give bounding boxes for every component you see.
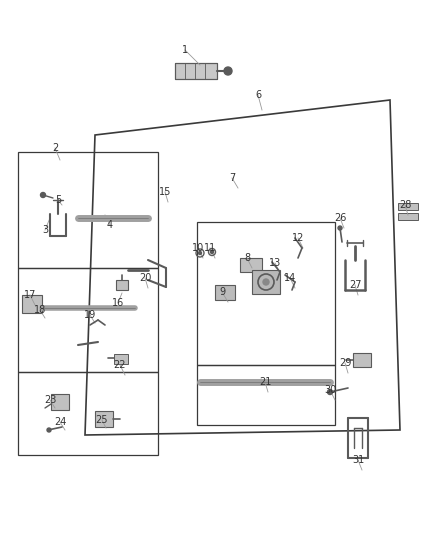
Circle shape [40,192,46,198]
Circle shape [263,279,269,285]
Bar [240,258,262,272]
Bar [114,354,128,364]
Text: 28: 28 [399,200,411,210]
Text: 17: 17 [24,290,36,300]
Bar [215,285,235,300]
Text: 16: 16 [112,298,124,308]
Text: 6: 6 [255,90,261,100]
Circle shape [198,252,201,254]
Bar [95,411,113,427]
Circle shape [224,67,232,75]
Text: 21: 21 [259,377,271,387]
Circle shape [47,428,51,432]
Text: 4: 4 [107,220,113,230]
Text: 11: 11 [204,243,216,253]
Text: 13: 13 [269,258,281,268]
Text: 3: 3 [42,225,48,235]
Text: 10: 10 [192,243,204,253]
Text: 20: 20 [139,273,151,283]
Text: 15: 15 [159,187,171,197]
Bar [398,203,418,210]
Circle shape [328,390,332,394]
Text: 14: 14 [284,273,296,283]
Text: 12: 12 [292,233,304,243]
Circle shape [211,251,213,254]
Text: 2: 2 [52,143,58,153]
Circle shape [338,226,342,230]
Text: 31: 31 [352,455,364,465]
Bar [22,295,42,313]
Text: 26: 26 [334,213,346,223]
Text: 18: 18 [34,305,46,315]
Bar [51,394,69,410]
Text: 24: 24 [54,417,66,427]
Text: 19: 19 [84,310,96,320]
Text: 23: 23 [44,395,56,405]
Text: 22: 22 [114,360,126,370]
Text: 9: 9 [219,287,225,297]
Bar [353,353,371,367]
Text: 25: 25 [96,415,108,425]
Text: 7: 7 [229,173,235,183]
Text: 30: 30 [324,385,336,395]
Text: 27: 27 [349,280,361,290]
Bar [175,63,217,79]
Bar [175,63,217,79]
Text: 1: 1 [182,45,188,55]
Text: 5: 5 [55,195,61,205]
Text: 29: 29 [339,358,351,368]
Bar [116,280,128,290]
Bar [398,213,418,220]
Text: 8: 8 [244,253,250,263]
Bar [252,270,280,294]
